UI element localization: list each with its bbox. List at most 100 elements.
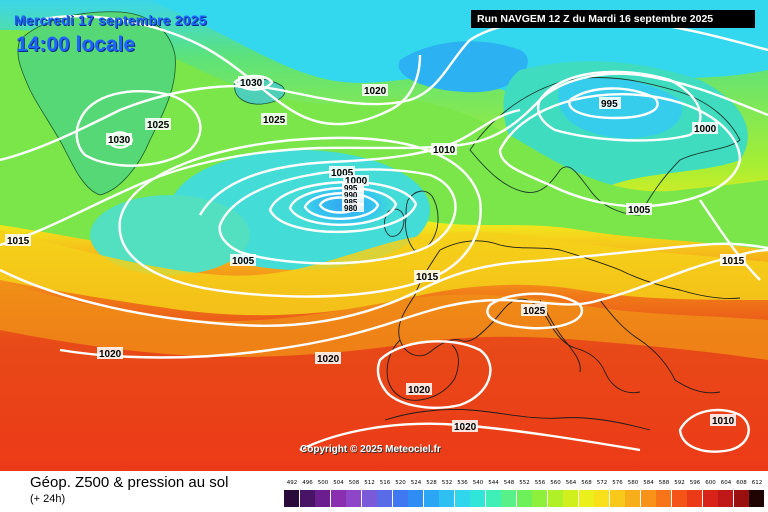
isobar-low-3 [288, 186, 398, 226]
isobar-low-2 [303, 192, 380, 220]
pl-985-core: 985 [342, 197, 364, 207]
legend-color-swatch [377, 490, 392, 507]
legend-color-swatch [671, 490, 687, 507]
legend-value-label: 496 [302, 480, 313, 486]
legend-value-label: 592 [674, 480, 685, 486]
legend-value-label: 516 [379, 480, 391, 486]
pressure-label: 1025 [523, 306, 546, 317]
legend-value-label: 568 [581, 480, 592, 486]
legend-color-swatch [470, 490, 485, 507]
pl-1025-alps: 1025 [521, 304, 547, 317]
legend-value-label: 548 [503, 480, 515, 486]
legend-color-swatch [718, 490, 733, 507]
legend-color-swatch [439, 490, 454, 507]
isobar-1010 [198, 108, 521, 216]
isobar-995-scand [568, 87, 659, 120]
forecast-local-time: 14:00 locale [16, 33, 136, 56]
isobar-low-4 [268, 181, 418, 233]
chart-title: Géop. Z500 & pression au sol [30, 474, 229, 491]
pressure-label: 1015 [416, 272, 439, 283]
pressure-label: 985 [344, 198, 358, 207]
isobar-1025 [39, 15, 422, 126]
color-scale-legend: 492 496 500 504 508 512 516 520 524 528 532 536 540 5… [284, 480, 764, 508]
isobar-1020-main [59, 248, 768, 359]
legend-value-label: 576 [612, 480, 623, 486]
pl-990-core: 990 [342, 190, 364, 200]
legend-color-swatch [547, 490, 563, 507]
pl-995-s: 995 [599, 97, 621, 110]
greenland-land [17, 11, 176, 196]
africa-coast [384, 409, 651, 431]
copyright-notice: Copyright © 2025 Meteociel.fr [300, 444, 441, 455]
pressure-label: 1030 [240, 78, 263, 89]
orange-band [0, 280, 768, 360]
pressure-labels: 1030 1030 1025 1025 1020 1010 995 1000 1… [5, 76, 746, 433]
pl-1020-az: 1020 [315, 352, 341, 365]
legend-value-label: 520 [395, 480, 406, 486]
legend-value-label: 512 [364, 480, 375, 486]
legend-color-swatch [361, 490, 377, 507]
legend-value-label: 572 [596, 480, 608, 486]
legend-color-swatch [284, 490, 299, 507]
isobar-1015-main [0, 242, 768, 327]
pl-1025-na: 1025 [261, 113, 287, 126]
legend-value-label: 604 [720, 480, 732, 486]
legend-value-label: 540 [472, 480, 484, 486]
legend-color-swatch [656, 490, 671, 507]
legend-value-label: 580 [627, 480, 639, 486]
pressure-label: 1005 [331, 168, 354, 179]
forecast-date: Mercredi 17 septembre 2025 [14, 12, 207, 28]
legend-value-label: 556 [534, 480, 546, 486]
legend-value-label: 608 [736, 480, 747, 486]
iberia-coast [386, 339, 459, 401]
pl-1030-n: 1030 [238, 76, 264, 89]
legend-color-swatch [702, 490, 718, 507]
legend-color-swatch [532, 490, 547, 507]
forecast-range: (+ 24h) [30, 493, 66, 505]
pl-1015-fr: 1015 [414, 270, 440, 283]
legend-color-swatch [454, 490, 470, 507]
legend-value-label: 504 [333, 480, 344, 486]
pressure-label: 1005 [232, 256, 255, 267]
pressure-label: 1020 [408, 385, 431, 396]
legend-color-swatch [330, 490, 346, 507]
legend-color-swatch [485, 490, 501, 507]
pressure-label: 1020 [364, 86, 387, 97]
isobar-1005-low [218, 168, 457, 265]
pl-1005-b: 1005 [626, 203, 652, 216]
legend-color-swatch [423, 490, 439, 507]
legend-color-swatch [609, 490, 625, 507]
yellow-band [0, 230, 768, 316]
pressure-label: 1025 [263, 115, 286, 126]
pressure-label: 1025 [147, 120, 170, 131]
isobar-1020-iberia [376, 340, 492, 409]
italy-coast [539, 299, 581, 373]
legend-value-label: 500 [317, 480, 329, 486]
pressure-label: 1015 [722, 256, 745, 267]
cold-pool-core [398, 41, 528, 93]
pressure-label: 995 [601, 99, 618, 110]
legend-value-label: 536 [457, 480, 468, 486]
pressure-label: 1020 [454, 422, 477, 433]
pl-1000-f: 1000 [692, 122, 718, 135]
legend-color-swatch [640, 490, 656, 507]
legend-color-swatch [346, 490, 361, 507]
isobar-1005-scand [498, 93, 742, 208]
model-run-info: Run NAVGEM 12 Z du Mardi 16 septembre 20… [471, 10, 755, 28]
pl-1025-g: 1025 [145, 118, 171, 131]
legend-color-swatch [501, 490, 516, 507]
pressure-label: 1020 [99, 349, 122, 360]
isobar-1010-main [118, 136, 482, 298]
pressure-label: 990 [344, 191, 358, 200]
pressure-label: 995 [344, 184, 358, 193]
legend-value-label: 492 [286, 480, 298, 486]
isobar-1010-med [678, 408, 750, 453]
legend-color-swatch [625, 490, 640, 507]
pressure-label: 1010 [433, 145, 456, 156]
legend-color-swatch [749, 490, 764, 507]
legend-value-label: 584 [643, 480, 654, 486]
isobar-1025-alps [486, 292, 584, 330]
z500-map: 1030 1030 1025 1025 1020 1010 995 1000 1… [0, 0, 768, 471]
europe-coast [398, 240, 741, 394]
